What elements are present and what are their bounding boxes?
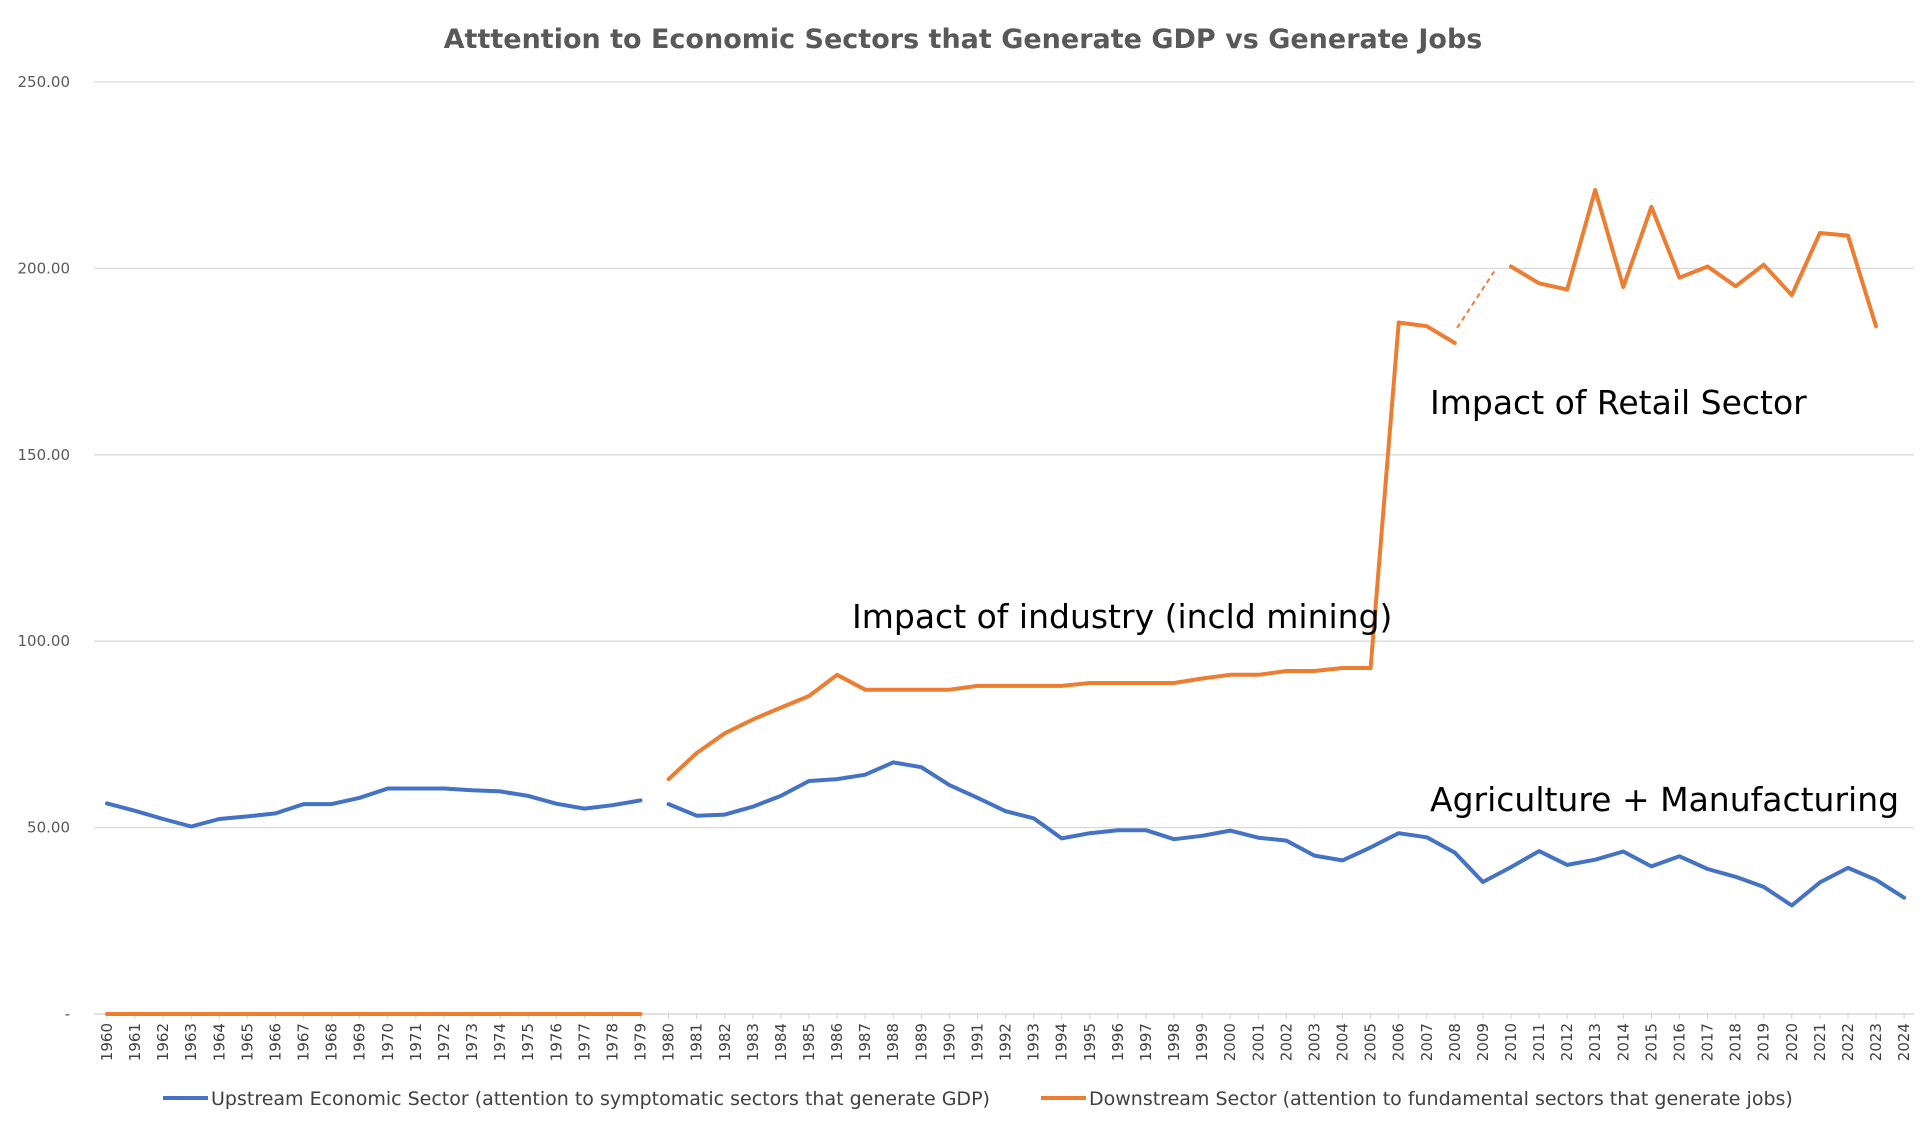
x-tick-label: 1969 — [351, 1023, 369, 1061]
x-tick-label: 1997 — [1137, 1023, 1155, 1061]
x-tick-label: 2004 — [1334, 1023, 1352, 1061]
x-tick-label: 1992 — [997, 1023, 1015, 1061]
x-tick-label: 2011 — [1530, 1023, 1548, 1061]
series-1-line-segment-1 — [666, 320, 1457, 782]
x-axis-ticks: 1960 1961 1962 1963 1964 1965 1966 1967 1968 1969… — [98, 1014, 1913, 1061]
x-tick-label: 1993 — [1025, 1023, 1043, 1061]
x-tick-label: 2007 — [1418, 1023, 1436, 1061]
y-tick-label: 100.00 — [18, 632, 71, 650]
x-tick-label: 2003 — [1305, 1023, 1323, 1061]
series-1-line-segment-2 — [1509, 188, 1878, 329]
x-tick-label: 2010 — [1502, 1023, 1520, 1061]
x-tick-label: 2018 — [1727, 1023, 1745, 1061]
x-tick-label: 1974 — [491, 1023, 509, 1061]
x-tick-label: 1976 — [547, 1023, 565, 1061]
gridlines — [94, 81, 1914, 1015]
x-tick-label: 2009 — [1474, 1023, 1492, 1061]
x-tick-label: 1989 — [912, 1023, 930, 1061]
y-tick-label: - — [65, 1005, 70, 1023]
x-tick-label: 2005 — [1362, 1023, 1380, 1061]
x-tick-label: 1963 — [182, 1023, 200, 1061]
x-tick-label: 2014 — [1614, 1023, 1632, 1061]
y-tick-label: 150.00 — [18, 446, 71, 464]
series-lines — [105, 188, 1907, 1016]
y-tick-label: 250.00 — [18, 73, 71, 91]
x-tick-label: 1996 — [1109, 1023, 1127, 1061]
x-tick-label: 2012 — [1558, 1023, 1576, 1061]
x-tick-label: 1979 — [632, 1023, 650, 1061]
x-tick-label: 1985 — [800, 1023, 818, 1061]
x-tick-label: 2013 — [1586, 1023, 1604, 1061]
x-tick-label: 1990 — [940, 1023, 958, 1061]
x-tick-label: 2015 — [1642, 1023, 1660, 1061]
chart-title: Atttention to Economic Sectors that Gene… — [444, 24, 1483, 55]
x-tick-label: 2021 — [1811, 1023, 1829, 1061]
annotation-retail: Impact of Retail Sector — [1430, 383, 1807, 422]
y-axis-ticks: - 50.00 100.00 150.00 200.00 250.00 — [18, 73, 71, 1023]
x-tick-label: 1986 — [828, 1023, 846, 1061]
x-tick-label: 1984 — [772, 1023, 790, 1061]
series-1-dashed-bridge — [1456, 270, 1495, 329]
x-tick-label: 1991 — [968, 1023, 986, 1061]
x-tick-label: 1965 — [238, 1023, 256, 1061]
x-tick-label: 1981 — [688, 1023, 706, 1061]
legend: Upstream Economic Sector (attention to s… — [163, 1088, 1793, 1110]
x-tick-label: 1998 — [1165, 1023, 1183, 1061]
x-tick-label: 2017 — [1699, 1023, 1717, 1061]
x-tick-label: 1977 — [575, 1023, 593, 1061]
x-tick-label: 1995 — [1081, 1023, 1099, 1061]
x-tick-label: 1971 — [407, 1023, 425, 1061]
x-tick-label: 1962 — [154, 1023, 172, 1061]
annotations: Impact of industry (incld mining) Impact… — [852, 383, 1899, 819]
x-tick-label: 1960 — [98, 1023, 116, 1061]
legend-label-upstream: Upstream Economic Sector (attention to s… — [211, 1088, 990, 1110]
x-tick-label: 2006 — [1390, 1023, 1408, 1061]
series-0-line-segment-0 — [105, 786, 643, 829]
x-tick-label: 2008 — [1446, 1023, 1464, 1061]
legend-label-downstream: Downstream Sector (attention to fundamen… — [1089, 1088, 1793, 1110]
x-tick-label: 1994 — [1053, 1023, 1071, 1061]
x-tick-label: 1964 — [210, 1023, 228, 1061]
x-tick-label: 1966 — [266, 1023, 284, 1061]
y-tick-label: 200.00 — [18, 259, 71, 277]
x-tick-label: 2022 — [1839, 1023, 1857, 1061]
x-tick-label: 1972 — [435, 1023, 453, 1061]
annotation-agriculture: Agriculture + Manufacturing — [1430, 780, 1899, 819]
x-tick-label: 1983 — [744, 1023, 762, 1061]
x-tick-label: 2024 — [1895, 1023, 1913, 1061]
x-tick-label: 2020 — [1783, 1023, 1801, 1061]
x-tick-label: 2000 — [1221, 1023, 1239, 1061]
series-0-line-segment-1 — [666, 760, 1907, 908]
x-tick-label: 2016 — [1670, 1023, 1688, 1061]
x-tick-label: 1999 — [1193, 1023, 1211, 1061]
annotation-industry: Impact of industry (incld mining) — [852, 597, 1392, 636]
x-tick-label: 2002 — [1277, 1023, 1295, 1061]
x-tick-label: 1980 — [660, 1023, 678, 1061]
x-tick-label: 2001 — [1249, 1023, 1267, 1061]
x-tick-label: 1982 — [716, 1023, 734, 1061]
x-tick-label: 1961 — [126, 1023, 144, 1061]
x-tick-label: 1987 — [856, 1023, 874, 1061]
x-tick-label: 1967 — [295, 1023, 313, 1061]
x-tick-label: 1975 — [519, 1023, 537, 1061]
y-tick-label: 50.00 — [27, 819, 70, 837]
x-tick-label: 1988 — [884, 1023, 902, 1061]
x-tick-label: 2019 — [1755, 1023, 1773, 1061]
x-tick-label: 1978 — [603, 1023, 621, 1061]
x-tick-label: 2023 — [1867, 1023, 1885, 1061]
x-tick-label: 1968 — [323, 1023, 341, 1061]
x-tick-label: 1973 — [463, 1023, 481, 1061]
x-tick-label: 1970 — [379, 1023, 397, 1061]
